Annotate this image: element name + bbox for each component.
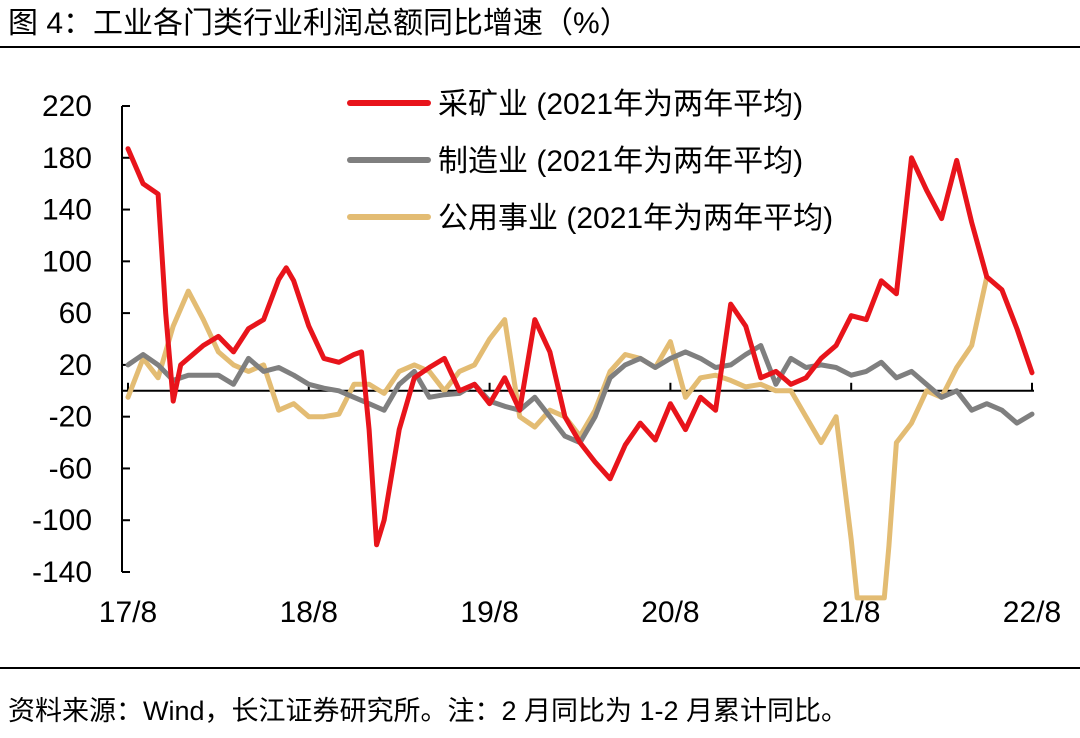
series-line-0 xyxy=(125,146,1035,548)
y-tick-label: 180 xyxy=(42,142,92,175)
y-tick-label: -20 xyxy=(49,401,92,434)
x-axis-ticks: 17/8 18/8 19/8 20/8 21/8 22/8 xyxy=(99,382,1061,629)
x-tick-label: 19/8 xyxy=(460,596,518,629)
y-tick-label: -100 xyxy=(32,504,92,537)
source-note: 资料来源：Wind，长江证券研究所。注：2 月同比为 1-2 月累计同比。 xyxy=(8,696,849,726)
x-tick-label: 20/8 xyxy=(641,596,699,629)
y-tick-label: 140 xyxy=(42,194,92,227)
y-tick-label: -140 xyxy=(32,556,92,589)
page-title: 图 4：工业各门类行业利润总额同比增速（%） xyxy=(8,7,630,40)
y-tick-label: 20 xyxy=(59,349,92,382)
y-tick-label: 60 xyxy=(59,297,92,330)
y-tick-label: 100 xyxy=(42,245,92,278)
footer-divider xyxy=(0,667,1080,669)
legend-label-2: 公用事业 (2021年为两年平均) xyxy=(438,202,833,235)
x-tick-label: 18/8 xyxy=(280,596,338,629)
x-tick-label: 21/8 xyxy=(822,596,880,629)
x-tick-label: 17/8 xyxy=(99,596,157,629)
y-tick-label: -60 xyxy=(49,452,92,485)
series-layer xyxy=(125,146,1035,601)
y-axis-ticks: 220 180 140 100 60 20 -20 -60 -100 -140 xyxy=(32,90,130,589)
x-tick-label: 22/8 xyxy=(1003,596,1061,629)
legend: 采矿业 (2021年为两年平均) 制造业 (2021年为两年平均) 公用事业 (20… xyxy=(347,88,833,235)
series-line-1 xyxy=(125,343,1035,446)
y-tick-label: 220 xyxy=(42,90,92,123)
legend-label-0: 采矿业 (2021年为两年平均) xyxy=(438,88,803,121)
title-divider xyxy=(0,46,1080,48)
legend-label-1: 制造业 (2021年为两年平均) xyxy=(438,145,803,178)
